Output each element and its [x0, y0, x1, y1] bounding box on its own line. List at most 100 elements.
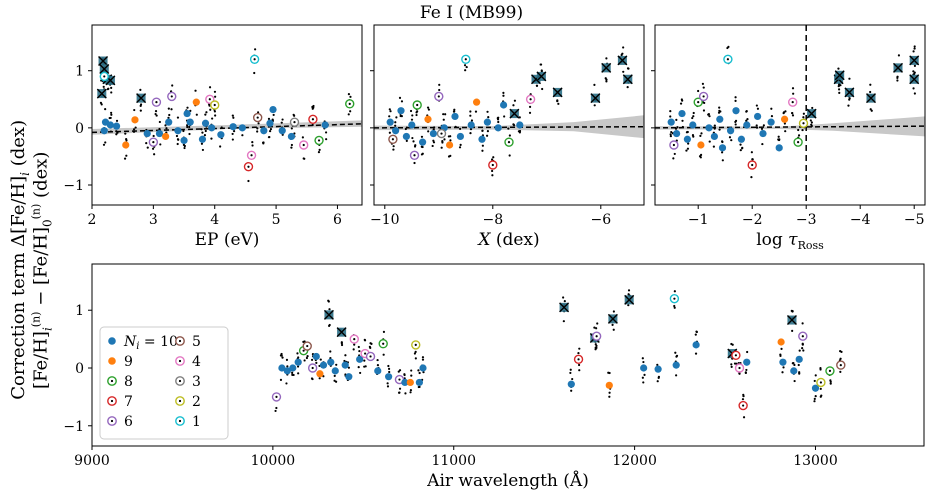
point-n10 [229, 123, 237, 131]
x-tick-label: 9000 [74, 453, 110, 469]
sample-dot [175, 134, 179, 138]
sample-dot [913, 92, 916, 95]
sample-dot [698, 155, 702, 158]
y-tick-label: −1 [63, 178, 84, 194]
sample-dot [595, 344, 598, 347]
sample-dot [274, 409, 277, 413]
legend-label-7: 7 [124, 394, 133, 410]
sample-dot [182, 129, 185, 133]
sample-dot [195, 113, 198, 116]
point-center [751, 163, 754, 167]
point-n9 [777, 338, 785, 346]
sample-dot [791, 114, 795, 117]
sample-dot [779, 353, 782, 356]
sample-dot [444, 113, 447, 116]
sample-dot [578, 369, 581, 372]
point-center [382, 342, 385, 345]
sample-dot [508, 154, 511, 157]
sample-dot [700, 132, 703, 135]
x-marker [893, 62, 903, 73]
point-n9 [406, 378, 414, 387]
sample-dot [154, 110, 158, 113]
sample-dot [352, 348, 355, 351]
sample-dot [486, 110, 489, 113]
sample-dot [231, 114, 234, 117]
sample-dot [290, 143, 293, 147]
point-n10 [478, 135, 486, 143]
sample-dot [751, 158, 754, 161]
sample-dot [213, 90, 217, 93]
point-n10 [278, 127, 286, 135]
legend-marker-center [178, 339, 182, 343]
point-n10 [201, 119, 210, 127]
sample-dot [311, 107, 314, 110]
y-tick-label: 1 [75, 64, 84, 80]
sample-dot [459, 143, 462, 146]
sample-dot [669, 110, 672, 113]
sample-dot [593, 326, 596, 329]
sample-dot [306, 354, 309, 358]
sample-dot [285, 382, 288, 385]
sample-dot [750, 176, 753, 179]
sample-dot [403, 373, 406, 376]
point-n10 [278, 364, 286, 372]
point-n10 [667, 118, 675, 126]
legend-label-8: 8 [124, 374, 133, 390]
point-n10 [795, 355, 803, 363]
sample-dot [159, 143, 162, 146]
legend-label-9: 9 [124, 354, 133, 370]
legend-label-2: 2 [192, 394, 201, 410]
sample-dot [734, 120, 737, 124]
sample-dot [409, 109, 413, 113]
x-marker [98, 56, 109, 66]
sample-dot [152, 134, 155, 138]
legend-box [99, 326, 229, 440]
point-center [317, 139, 321, 142]
x-axis-label: Air wavelength (Å) [426, 470, 589, 491]
point-n10 [640, 364, 648, 372]
sample-dot [115, 119, 119, 122]
sample-dot [605, 80, 608, 83]
sample-dot [869, 83, 872, 86]
sample-dot [347, 113, 350, 116]
sample-dot [251, 144, 254, 147]
sample-dot [612, 310, 615, 313]
sample-dot [730, 365, 733, 368]
sample-dot [686, 147, 690, 150]
point-n10 [321, 121, 329, 129]
sample-dot [469, 114, 472, 117]
sample-dot [718, 128, 721, 131]
x-marker [786, 315, 797, 326]
sample-dot [726, 46, 729, 50]
point-n10 [319, 361, 328, 369]
x-tick-label: −10 [370, 212, 400, 228]
sample-dot [673, 290, 676, 293]
point-n10 [186, 118, 194, 126]
sample-dot [503, 115, 506, 118]
sample-dot [813, 397, 816, 400]
sample-dot [409, 391, 412, 394]
x-tick-label: 3 [149, 212, 158, 228]
sample-dot [642, 360, 645, 364]
sample-dot [721, 159, 724, 162]
point-n10 [289, 364, 297, 372]
sample-dot [718, 106, 721, 109]
point-n10 [392, 127, 400, 135]
sample-dot [133, 108, 136, 112]
sample-dot [319, 358, 322, 361]
point-center [440, 132, 443, 135]
sample-dot [409, 389, 413, 392]
point-center [247, 165, 250, 168]
x-tick-label: −2 [742, 212, 763, 228]
sample-dot [431, 144, 434, 148]
point-center [734, 354, 737, 357]
point-n10 [467, 121, 475, 129]
point-center [311, 366, 314, 370]
sample-dot [232, 129, 236, 133]
sample-dot [798, 349, 801, 352]
sample-dot [427, 108, 431, 111]
sample-dot [896, 79, 899, 82]
x-marker [834, 70, 845, 81]
sample-dot [813, 400, 816, 403]
point-center [256, 116, 259, 119]
